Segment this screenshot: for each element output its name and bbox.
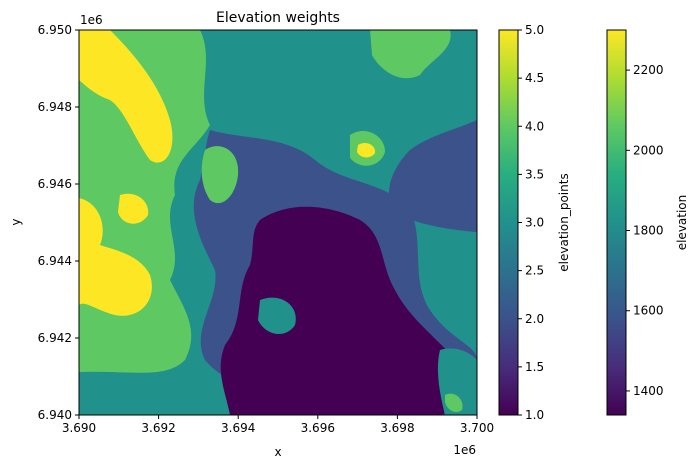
region-level-5-north-peak [357,142,376,158]
y-tick-label: 6.940 [38,408,72,422]
colorbar-tick-label: 1800 [633,224,664,238]
colorbar-tick-label: 3.5 [525,167,544,181]
x-offset-label: 1e6 [453,443,476,457]
y-tick-label: 6.944 [38,254,72,268]
y-tick-label: 6.948 [38,100,72,114]
colorbar-tick-label: 4.5 [525,71,544,85]
colorbar-elevation_points [498,29,519,416]
x-tick-label: 3.692 [141,421,175,435]
colorbar-label: elevation [675,195,689,251]
colorbar-tick-label: 1400 [633,384,664,398]
y-tick-label: 6.946 [38,177,72,191]
colorbar-tick-label: 2.0 [525,312,544,326]
y-axis: 6.940 6.942 6.944 6.946 6.948 6.950 [38,23,79,422]
region-level-5-ridge-west [79,198,152,316]
region-level-2-east [389,120,477,232]
colorbar-tick-label: 1.5 [525,360,544,374]
colorbar-tick-label: 4.0 [525,119,544,133]
elevation-map [79,30,477,415]
chart-title: Elevation weights [216,10,340,26]
region-level-5-ridge-north [79,30,173,163]
y-tick-label: 6.950 [38,23,72,37]
colorbar-label: elevation_points [557,173,571,271]
x-tick-label: 3.694 [221,421,255,435]
plot-frame [78,29,478,416]
colorbar-tick-label: 2200 [633,63,664,77]
colorbar-tick-label: 2.5 [525,264,544,278]
colorbars: 1.0 1.5 2.0 2.5 3.0 3.5 4.0 4.5 5.0 elevation_poi… [498,23,689,422]
colorbar-elevation [606,29,627,416]
x-tick-label: 3.696 [301,421,335,435]
colorbar-tick-label: 1.0 [525,408,544,422]
x-tick-label: 3.700 [460,421,494,435]
colorbar-tick-label: 2000 [633,143,664,157]
colorbar-tick-label: 1600 [633,304,664,318]
region-level-4-central-hill [201,146,239,204]
colorbar-tick-label: 3.0 [525,216,544,230]
region-level-3-basin-island [258,297,296,335]
y-axis-label: y [9,218,23,225]
region-level-1-basin [220,206,465,415]
region-level-5-spot [118,193,149,224]
x-tick-label: 3.690 [62,421,96,435]
x-tick-label: 3.698 [380,421,414,435]
x-axis: 3.690 3.692 3.694 3.696 3.698 3.700 [62,415,494,435]
region-level-4-south-spot [445,393,463,413]
y-offset-label: 1e6 [80,13,103,27]
x-axis-label: x [274,445,281,459]
y-tick-label: 6.942 [38,331,72,345]
colorbar-tick-label: 5.0 [525,23,544,37]
region-level-4-upper-right [370,30,451,79]
